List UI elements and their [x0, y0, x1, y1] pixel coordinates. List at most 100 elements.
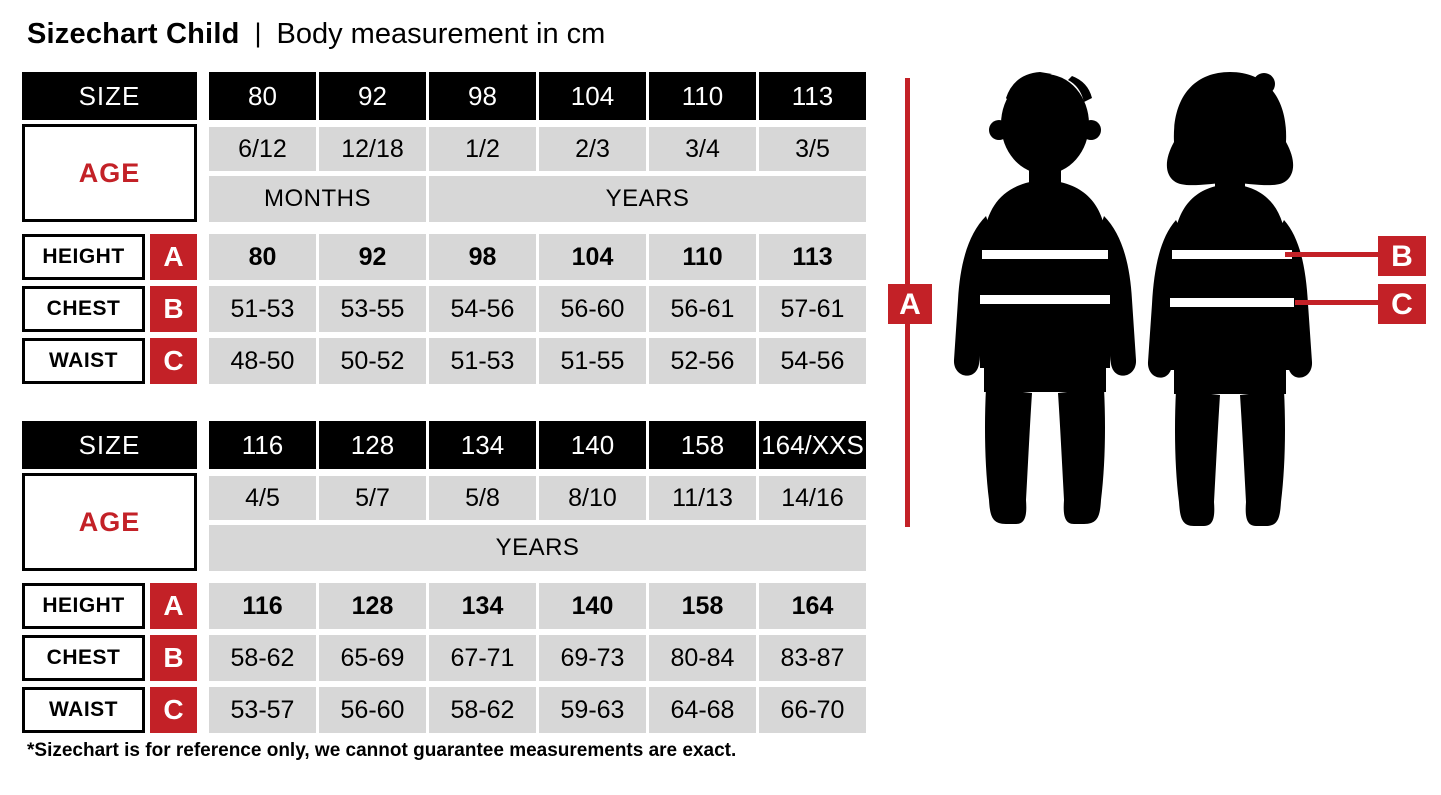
waist-row-label: WAIST [22, 338, 145, 384]
age-cell: 3/5 [759, 127, 866, 171]
waist-cell: 53-57 [209, 687, 316, 733]
chest-row-label: CHEST [22, 286, 145, 332]
girl-waist-band [1170, 298, 1294, 307]
size-cell: 80 [209, 72, 316, 120]
table-row-ages: 6/12 12/18 1/2 2/3 3/4 3/5 [209, 127, 866, 171]
table-row-ages: 4/5 5/7 5/8 8/10 11/13 14/16 [209, 476, 866, 520]
size-cell: 134 [429, 421, 536, 469]
sizechart-table-1: SIZE AGE HEIGHT A CHEST B WAIST C 80 92 … [0, 72, 900, 387]
boy-waist-band [980, 295, 1110, 304]
months-cell: MONTHS [209, 176, 426, 222]
boy-chest-band [982, 250, 1108, 259]
age-header-label: AGE [22, 124, 197, 222]
waist-cell: 52-56 [649, 338, 756, 384]
girl-silhouette [1147, 72, 1313, 526]
chest-cell: 65-69 [319, 635, 426, 681]
size-cell: 110 [649, 72, 756, 120]
waist-cell: 66-70 [759, 687, 866, 733]
marker-a-box [888, 284, 932, 324]
table-row-height: 116 128 134 140 158 164 [209, 583, 866, 629]
age-cell: 6/12 [209, 127, 316, 171]
size-cell: 128 [319, 421, 426, 469]
height-cell: 128 [319, 583, 426, 629]
size-header-label: SIZE [22, 72, 197, 120]
age-cell: 3/4 [649, 127, 756, 171]
title-separator: | [254, 18, 262, 48]
marker-c-badge: C [150, 687, 197, 733]
title-bold: Sizechart Child [27, 18, 240, 50]
years-cell: YEARS [209, 525, 866, 571]
measurement-figure: A B C [888, 72, 1426, 527]
chest-cell: 53-55 [319, 286, 426, 332]
chest-cell: 69-73 [539, 635, 646, 681]
marker-a-letter: A [899, 288, 921, 321]
waist-line-c [1295, 300, 1378, 305]
marker-b-box [1378, 236, 1426, 276]
girl-chest-band [1172, 250, 1292, 259]
years-cell: YEARS [429, 176, 866, 222]
marker-c-letter: C [1391, 288, 1413, 321]
size-cell: 164/XXS [759, 421, 866, 469]
table-row-sizes: 116 128 134 140 158 164/XXS [209, 421, 866, 469]
size-cell: 104 [539, 72, 646, 120]
table-row-waist: 48-50 50-52 51-53 51-55 52-56 54-56 [209, 338, 866, 384]
waist-cell: 50-52 [319, 338, 426, 384]
chest-cell: 57-61 [759, 286, 866, 332]
title-subtitle: Body measurement in cm [276, 18, 606, 50]
height-cell: 164 [759, 583, 866, 629]
age-cell: 5/8 [429, 476, 536, 520]
height-cell: 98 [429, 234, 536, 280]
size-cell: 140 [539, 421, 646, 469]
marker-a-badge: A [150, 583, 197, 629]
age-cell: 12/18 [319, 127, 426, 171]
height-cell: 80 [209, 234, 316, 280]
chest-cell: 54-56 [429, 286, 536, 332]
marker-a-badge: A [150, 234, 197, 280]
height-cell: 92 [319, 234, 426, 280]
height-cell: 134 [429, 583, 536, 629]
size-header-label: SIZE [22, 421, 197, 469]
height-cell: 116 [209, 583, 316, 629]
boy-silhouette [953, 72, 1137, 524]
chest-line-b [1285, 252, 1378, 257]
age-cell: 1/2 [429, 127, 536, 171]
waist-cell: 56-60 [319, 687, 426, 733]
table-row-waist: 53-57 56-60 58-62 59-63 64-68 66-70 [209, 687, 866, 733]
age-header-label: AGE [22, 473, 197, 571]
height-cell: 140 [539, 583, 646, 629]
sizechart-table-2: SIZE AGE HEIGHT A CHEST B WAIST C 116 12… [0, 421, 900, 736]
chest-cell: 56-60 [539, 286, 646, 332]
height-cell: 113 [759, 234, 866, 280]
height-cell: 158 [649, 583, 756, 629]
size-cell: 98 [429, 72, 536, 120]
chest-cell: 56-61 [649, 286, 756, 332]
age-cell: 14/16 [759, 476, 866, 520]
chest-cell: 80-84 [649, 635, 756, 681]
table-row-chest: 51-53 53-55 54-56 56-60 56-61 57-61 [209, 286, 866, 332]
size-cell: 116 [209, 421, 316, 469]
waist-cell: 48-50 [209, 338, 316, 384]
age-cell: 8/10 [539, 476, 646, 520]
waist-cell: 51-53 [429, 338, 536, 384]
size-cell: 158 [649, 421, 756, 469]
height-cell: 104 [539, 234, 646, 280]
table-row-height: 80 92 98 104 110 113 [209, 234, 866, 280]
chest-cell: 58-62 [209, 635, 316, 681]
footnote: *Sizechart is for reference only, we can… [27, 740, 737, 761]
waist-cell: 64-68 [649, 687, 756, 733]
waist-row-label: WAIST [22, 687, 145, 733]
marker-c-box [1378, 284, 1426, 324]
marker-b-badge: B [150, 635, 197, 681]
marker-b-badge: B [150, 286, 197, 332]
height-row-label: HEIGHT [22, 234, 145, 280]
waist-cell: 58-62 [429, 687, 536, 733]
age-cell: 4/5 [209, 476, 316, 520]
waist-cell: 59-63 [539, 687, 646, 733]
size-cell: 92 [319, 72, 426, 120]
chest-cell: 67-71 [429, 635, 536, 681]
age-cell: 5/7 [319, 476, 426, 520]
chest-cell: 83-87 [759, 635, 866, 681]
waist-cell: 51-55 [539, 338, 646, 384]
age-cell: 2/3 [539, 127, 646, 171]
